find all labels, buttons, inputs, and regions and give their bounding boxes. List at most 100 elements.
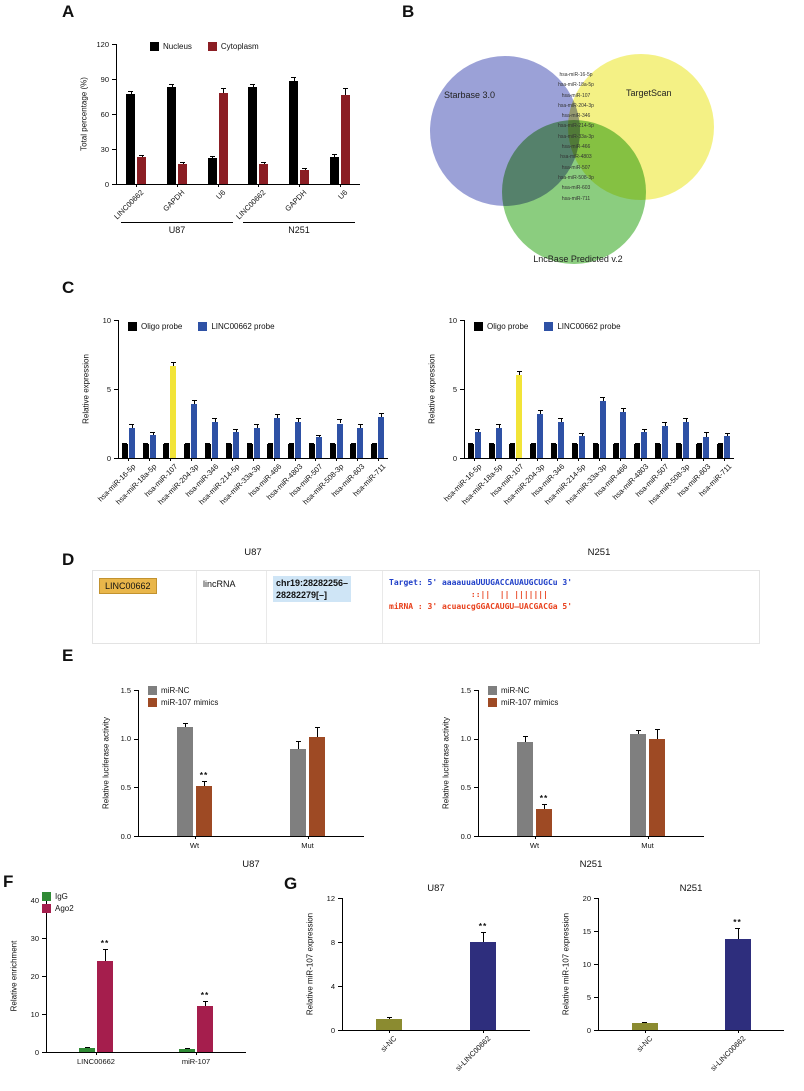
error-bar-cap — [593, 442, 598, 444]
y-tick-label: 5 — [452, 384, 457, 394]
legend-swatch — [148, 698, 157, 707]
x-category-label: miR-107 — [181, 1057, 211, 1066]
error-bar-cap — [378, 413, 384, 415]
bar — [207, 158, 217, 184]
y-tick-label: 60 — [100, 109, 109, 119]
bar — [97, 960, 113, 1052]
y-tick — [42, 1014, 46, 1015]
error-bar — [644, 429, 646, 432]
x-tick — [196, 1052, 197, 1055]
bar — [620, 412, 627, 458]
alignment-block: Target: 5' aaaauuaUUUGACCAUAUGCUGCu 3' :… — [383, 571, 759, 643]
x-tick — [339, 184, 341, 187]
bar — [613, 444, 620, 458]
x-axis-line — [46, 1052, 246, 1053]
y-axis-title: Relative luciferase activity — [441, 716, 451, 810]
bar — [149, 434, 156, 458]
venn-circle-lncbase — [502, 120, 646, 264]
bar — [163, 444, 170, 458]
error-bar — [339, 419, 341, 424]
error-bar-cap — [331, 153, 337, 155]
bar — [232, 431, 239, 458]
x-axis-title: N251 — [587, 547, 611, 558]
y-tick-label: 0.5 — [120, 782, 131, 792]
gene-cell: LINC00662 — [93, 571, 197, 643]
y-tick — [112, 44, 116, 45]
x-tick — [253, 458, 254, 461]
x-tick — [702, 458, 704, 461]
error-bar-cap — [350, 442, 356, 444]
error-bar-cap — [371, 442, 377, 444]
error-bar-cap — [170, 362, 176, 364]
x-category-label: Mut — [641, 841, 654, 850]
legend-label: Nucleus — [163, 42, 192, 51]
bar — [724, 435, 731, 458]
bar — [530, 444, 537, 458]
x-tick — [273, 458, 275, 461]
error-bar-cap — [139, 154, 145, 156]
bar — [703, 437, 710, 458]
x-tick — [211, 458, 213, 461]
bar — [578, 435, 585, 458]
y-axis-title: Relative luciferase activity — [101, 716, 111, 810]
x-tick — [217, 184, 219, 187]
locus-line1: chr19:28282256– — [276, 578, 349, 588]
y-tick — [112, 149, 116, 150]
error-bar-cap — [316, 434, 322, 436]
bar — [137, 157, 147, 184]
error-bar-cap — [288, 442, 294, 444]
x-tick — [515, 458, 517, 461]
x-axis-line — [478, 836, 704, 837]
legend-item: LINC00662 probe — [198, 322, 275, 331]
x-tick — [194, 836, 196, 839]
venn-set-label-targetscan: TargetScan — [626, 88, 672, 98]
error-bar-cap — [357, 423, 363, 425]
error-bar-cap — [250, 83, 256, 85]
x-tick — [599, 458, 600, 461]
error-bar-cap — [274, 413, 280, 415]
x-tick — [336, 458, 338, 461]
bar — [184, 444, 191, 458]
bar — [654, 444, 661, 458]
significance-marker: ** — [100, 938, 110, 949]
error-bar — [293, 76, 295, 82]
x-category-label: Mut — [301, 841, 314, 850]
bar — [724, 938, 751, 1030]
group-line — [120, 222, 234, 223]
x-category-label: Wt — [529, 841, 540, 850]
error-bar — [519, 371, 521, 376]
bar — [170, 365, 177, 458]
venn-mirna-item: hsa-miR-204-3p — [558, 102, 594, 109]
y-axis-line — [478, 690, 479, 836]
y-tick — [338, 942, 342, 943]
bar — [336, 423, 343, 458]
error-bar — [581, 433, 583, 436]
error-bar — [664, 422, 666, 427]
legend-label: IgG — [55, 892, 68, 901]
venn-mirna-item: hsa-miR-33a-3p — [558, 133, 594, 140]
bar — [253, 427, 260, 458]
error-bar — [252, 83, 254, 88]
x-axis-line — [598, 1030, 784, 1031]
x-axis-line — [116, 184, 360, 185]
bar — [329, 157, 339, 184]
y-tick — [134, 738, 138, 740]
legend: Oligo probe LINC00662 probe — [474, 322, 621, 331]
error-bar — [212, 156, 214, 159]
error-bar — [304, 167, 306, 170]
x-category-label: si-LINC00662 — [708, 1034, 747, 1073]
legend-item: Oligo probe — [474, 322, 528, 331]
y-axis-line — [118, 320, 119, 458]
venn-mirna-item: hsa-miR-507 — [561, 164, 591, 171]
x-category-label: LINC00662 — [112, 188, 146, 222]
y-tick-label: 4 — [330, 981, 335, 991]
error-bar-cap — [496, 423, 502, 425]
error-bar-cap — [579, 433, 585, 435]
bar — [121, 444, 128, 458]
error-bar-cap — [480, 932, 486, 934]
error-bar-cap — [169, 83, 174, 85]
venn-mirna-item: hsa-miR-466 — [561, 144, 591, 151]
x-category-label: si-NC — [378, 1034, 399, 1054]
error-bar — [623, 408, 625, 413]
x-tick — [149, 458, 151, 461]
